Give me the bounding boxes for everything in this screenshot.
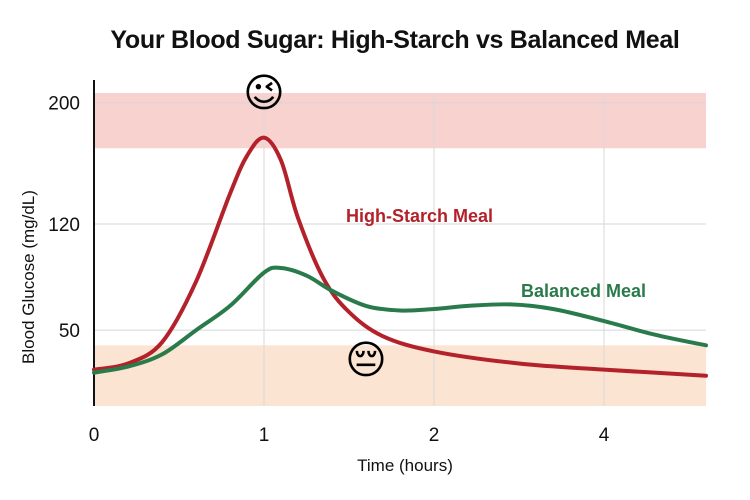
series-line-1	[92, 265, 708, 375]
y-tick-label: 200	[48, 94, 80, 115]
band-low-zone	[94, 345, 706, 406]
x-tick-label: 0	[89, 425, 100, 446]
y-tick-label: 50	[59, 321, 80, 342]
happy-face-icon: 😉	[243, 72, 285, 116]
x-axis-label: Time (hours)	[357, 456, 453, 475]
annotations: 😉😔	[243, 72, 387, 383]
series-label-balanced: Balanced Meal	[521, 281, 646, 301]
tick-labels: 50 120 200 0 1 2 4	[48, 94, 609, 446]
x-tick-label: 2	[429, 425, 440, 446]
tired-face-icon: 😔	[345, 339, 387, 383]
series-labels: High-Starch Meal Balanced Meal	[346, 206, 646, 301]
x-tick-label: 1	[259, 425, 270, 446]
zone-bands	[94, 93, 706, 406]
chart-title: Your Blood Sugar: High-Starch vs Balance…	[110, 26, 680, 54]
y-tick-label: 120	[48, 215, 80, 236]
band-high-zone	[94, 93, 706, 149]
x-tick-label: 4	[599, 425, 610, 446]
series-line-0	[92, 135, 708, 378]
series	[92, 135, 708, 378]
grid	[94, 96, 706, 406]
series-label-high-starch: High-Starch Meal	[346, 206, 493, 226]
